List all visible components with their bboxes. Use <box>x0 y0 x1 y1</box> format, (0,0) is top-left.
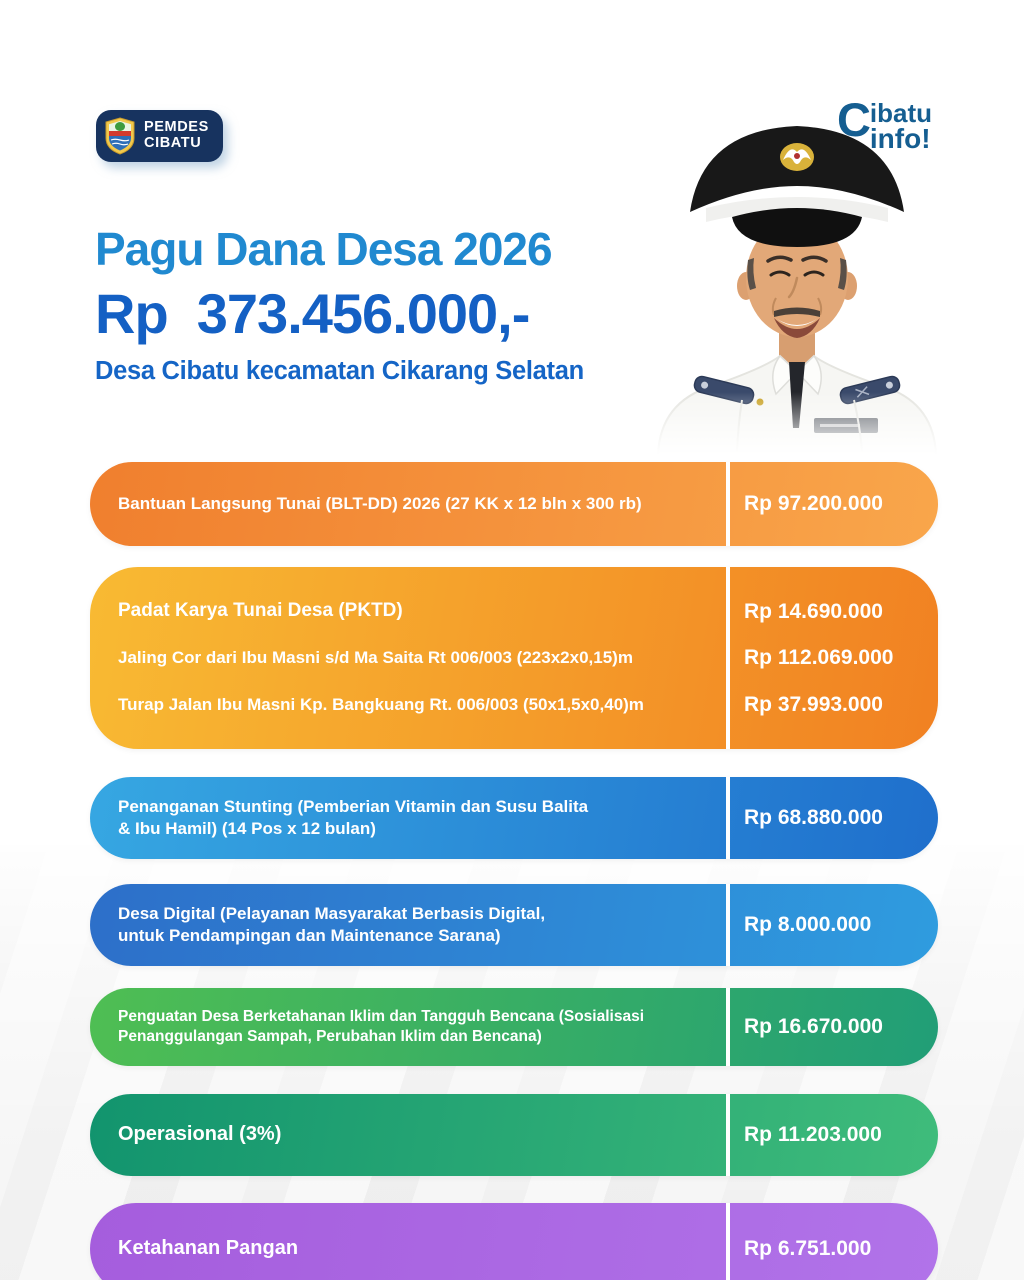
budget-label: Padat Karya Tunai Desa (PKTD) <box>118 600 403 622</box>
budget-amount: Rp 68.880.000 <box>744 806 883 829</box>
budget-row-ketahanan-pangan: Ketahanan Pangan Rp 6.751.000 <box>90 1203 938 1280</box>
badge-line1: PEMDES <box>144 119 209 136</box>
budget-row-iklim-bencana: Penguatan Desa Berketahanan Iklim dan Ta… <box>90 988 938 1066</box>
page-title: Pagu Dana Desa 2026 <box>95 223 553 275</box>
divider-line <box>726 988 730 1066</box>
budget-label: Penguatan Desa Berketahanan Iklim dan Ta… <box>118 1008 645 1045</box>
brand-line2: info! <box>869 122 931 154</box>
budget-amount: Rp 37.993.000 <box>744 692 883 716</box>
budget-row-desa-digital: Desa Digital (Pelayanan Masyarakat Berba… <box>90 884 938 966</box>
budget-row-blt-dd: Bantuan Langsung Tunai (BLT-DD) 2026 (27… <box>90 462 938 546</box>
divider-line <box>726 567 730 749</box>
budget-label: Jaling Cor dari Ibu Masni s/d Ma Saita R… <box>118 648 633 668</box>
budget-label: Penanganan Stunting (Pemberian Vitamin d… <box>118 797 589 838</box>
budget-amount: Rp 97.200.000 <box>744 492 883 515</box>
budget-amount: Rp 8.000.000 <box>744 913 872 936</box>
divider-line <box>726 777 730 859</box>
budget-amount: Rp 112.069.000 <box>744 646 894 670</box>
budget-label: Operasional (3%) <box>118 1123 282 1146</box>
divider-line <box>726 462 730 546</box>
village-head-photo <box>642 100 952 456</box>
budget-amount: Rp 6.751.000 <box>744 1237 872 1260</box>
budget-label: Ketahanan Pangan <box>118 1237 299 1260</box>
page-subtitle: Desa Cibatu kecamatan Cikarang Selatan <box>95 357 584 385</box>
budget-label: Turap Jalan Ibu Masni Kp. Bangkuang Rt. … <box>118 694 644 714</box>
total-budget-amount: Rp 373.456.000,- <box>95 282 530 345</box>
badge-line2: CIBATU <box>144 135 202 151</box>
divider-line <box>726 1094 730 1176</box>
budget-row-pktd: Padat Karya Tunai Desa (PKTD) Rp 14.690.… <box>90 567 938 749</box>
budget-amount: Rp 16.670.000 <box>744 1015 883 1038</box>
budget-amount: Rp 14.690.000 <box>744 599 883 623</box>
brand-line1: ibatu <box>869 98 932 128</box>
divider-line <box>726 884 730 966</box>
budget-label: Bantuan Langsung Tunai (BLT-DD) 2026 (27… <box>118 494 642 514</box>
cibatu-info-logo: C ibatu info! <box>837 96 932 154</box>
budget-row-stunting: Penanganan Stunting (Pemberian Vitamin d… <box>90 777 938 859</box>
pemdes-cibatu-badge: PEMDES CIBATU <box>96 110 223 162</box>
budget-amount: Rp 11.203.000 <box>744 1123 882 1146</box>
budget-row-operasional: Operasional (3%) Rp 11.203.000 <box>90 1094 938 1176</box>
divider-line <box>726 1203 730 1280</box>
budget-label: Desa Digital (Pelayanan Masyarakat Berba… <box>118 904 546 945</box>
village-crest-icon <box>104 117 136 155</box>
